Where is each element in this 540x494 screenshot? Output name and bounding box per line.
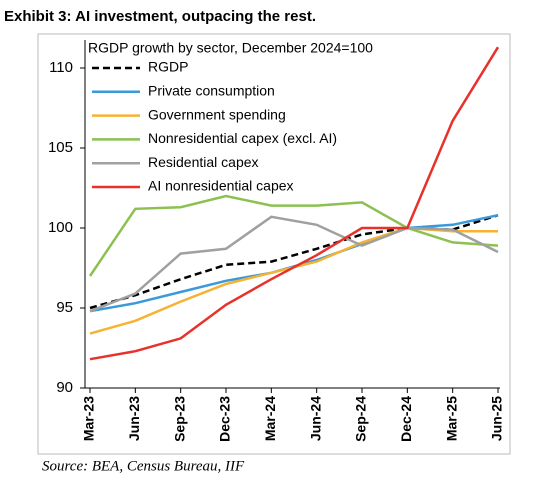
x-tick-label: Jun-23: [126, 396, 142, 441]
x-tick-label: Sep-23: [171, 396, 187, 442]
x-tick-label: Mar-25: [443, 396, 459, 441]
x-tick-label: Jun-25: [489, 396, 505, 441]
legend-label: Residential capex: [148, 154, 259, 170]
y-tick-label: 100: [48, 219, 73, 236]
chart-title: Exhibit 3: AI investment, outpacing the …: [4, 8, 316, 25]
series-line: [89, 214, 499, 310]
series-line: [89, 215, 499, 313]
x-tick-label: Mar-23: [81, 396, 97, 441]
series-line: [89, 46, 500, 361]
series-line: [88, 194, 499, 277]
x-tick-label: Sep-24: [353, 396, 369, 442]
legend-label: RGDP: [148, 59, 188, 75]
legend-label: Nonresidential capex (excl. AI): [148, 130, 337, 146]
chart-frame: [37, 33, 511, 455]
chart-subtitle: RGDP growth by sector, December 2024=100: [88, 40, 373, 56]
x-tick-label: Mar-24: [262, 396, 278, 441]
legend-label: Government spending: [148, 106, 286, 122]
y-tick-label: 110: [49, 59, 73, 76]
x-tick-label: Dec-23: [217, 396, 233, 442]
legend-label: AI nonresidential capex: [148, 178, 294, 194]
y-tick-label: 90: [56, 379, 73, 396]
source-note: Source: BEA, Census Bureau, IIF: [42, 458, 245, 474]
x-tick-label: Jun-24: [307, 396, 323, 441]
y-tick-label: 105: [48, 139, 73, 156]
legend-label: Private consumption: [148, 83, 275, 99]
y-tick-label: 95: [56, 299, 73, 316]
x-tick-label: Dec-24: [398, 396, 414, 442]
